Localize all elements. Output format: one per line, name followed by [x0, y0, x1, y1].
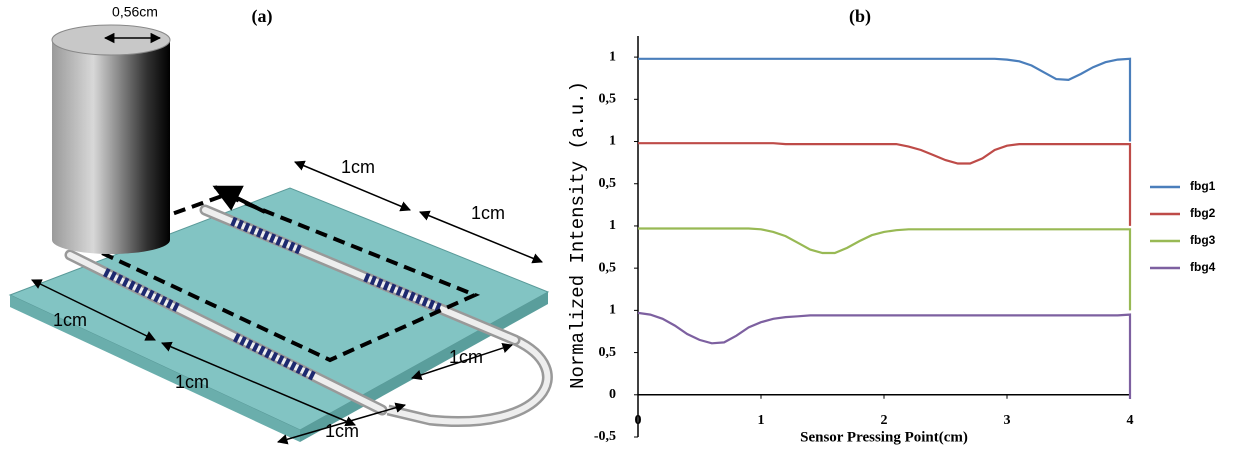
dimension-label: 1cm: [175, 372, 209, 392]
x-axis-title: Sensor Pressing Point(cm): [800, 429, 968, 445]
x-tick-label: 4: [1127, 413, 1134, 428]
dimension-label: 1cm: [53, 310, 87, 330]
y-axis-title: Normalized Intensity (a.u.): [567, 81, 589, 389]
series-line: [637, 311, 1132, 399]
dimension-arrow: [419, 210, 543, 264]
x-tick-label: 0: [635, 413, 642, 428]
legend-label: fbg1: [1190, 179, 1216, 193]
dimension-arrow: [294, 160, 411, 212]
dimension-label: 0,56cm: [112, 4, 158, 20]
y-tick-label: 1: [609, 134, 616, 149]
y-tick-label: 0,5: [599, 176, 617, 191]
y-tick-label: 0,5: [599, 345, 617, 360]
dimension-arrow: [31, 279, 156, 341]
panel-a-diagram: 0,56cm (a) 1cm 1cm 1cm 1cm 1cm 1cm: [8, 4, 553, 445]
grating: [230, 216, 302, 255]
dimension-label: 1cm: [325, 421, 359, 441]
x-tick-label: 1: [758, 413, 765, 428]
x-tick-label: 2: [881, 413, 888, 428]
direction-arrow: [212, 185, 266, 214]
panel-label: (b): [849, 6, 871, 27]
pressing-path: [79, 192, 481, 363]
dimension-label: 1cm: [471, 203, 505, 223]
fiber: [202, 207, 518, 343]
y-tick-label: 1: [609, 218, 616, 233]
y-tick-label: 1: [609, 303, 616, 318]
y-tick-label: 0,5: [599, 260, 617, 275]
dimension-label: 1cm: [341, 157, 375, 177]
y-tick-label: 1: [609, 49, 616, 64]
series-line: [638, 142, 1132, 226]
y-tick-label: 0: [609, 387, 616, 402]
panel-label: (a): [252, 6, 273, 27]
legend-label: fbg3: [1190, 233, 1216, 247]
x-tick-label: 3: [1004, 413, 1011, 428]
cylinder: [52, 226, 170, 254]
legend-label: fbg2: [1190, 206, 1216, 220]
y-tick-label: 0,5: [599, 92, 617, 107]
dimension-label: 1cm: [449, 347, 483, 367]
series-line: [638, 57, 1132, 142]
series-line: [638, 227, 1132, 311]
y-tick-label: -0,5: [594, 429, 616, 444]
legend-label: fbg4: [1190, 260, 1216, 274]
cylinder-top: [51, 24, 171, 56]
dimension-arrow: [276, 402, 407, 445]
cylinder: [52, 40, 170, 240]
fiber-loop: [387, 337, 551, 425]
dimension-arrow: [411, 342, 513, 381]
